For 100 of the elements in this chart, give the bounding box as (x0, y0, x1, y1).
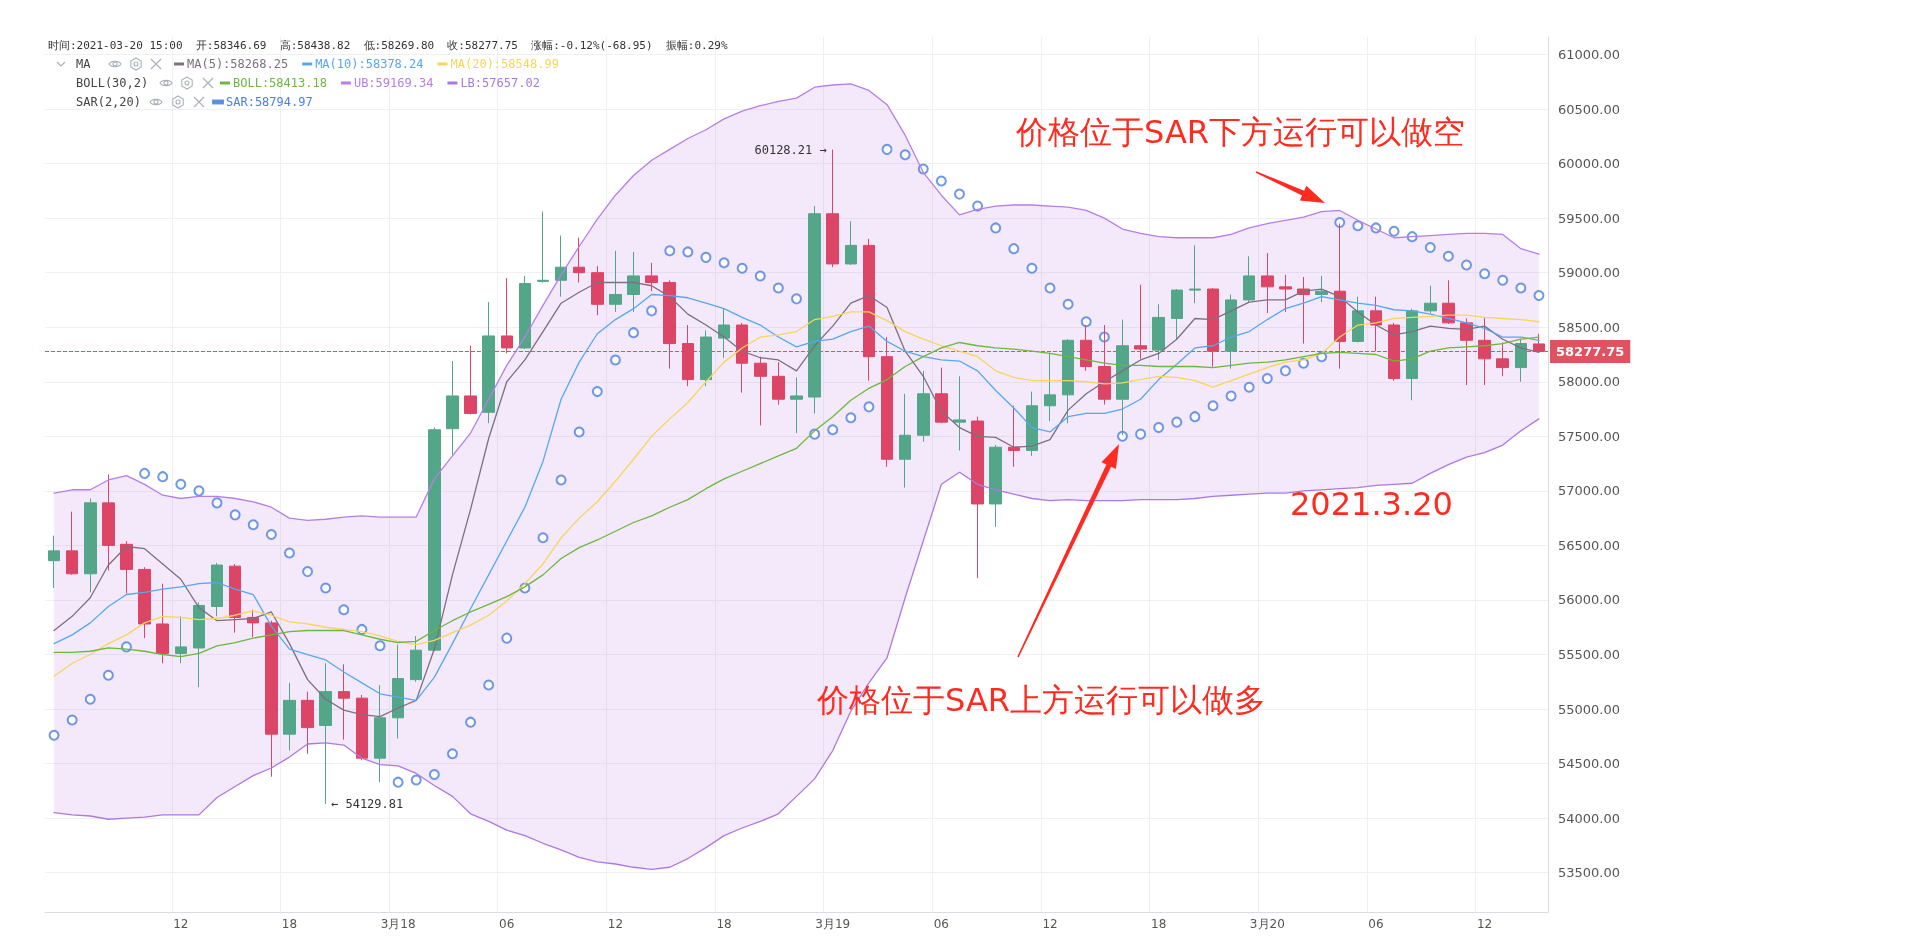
y-tick-label: 60000.00 (1558, 156, 1621, 172)
candlestick (1388, 322, 1400, 382)
candlestick (736, 322, 748, 394)
candlestick (1515, 338, 1527, 383)
candlestick (1243, 255, 1255, 303)
annotation: 60128.21 → (754, 142, 827, 157)
candlestick (863, 238, 875, 382)
candlestick (283, 682, 296, 752)
legend-label: MA(20):58548.99 (450, 57, 559, 71)
candlestick (718, 308, 730, 359)
annotation: 时间:2021-03-20 15:00 开:58346.69 高:58438.82 低:58269.80 收:58277.75 涨幅:-0.12%(-68.95) 振幅:0.29% (48, 39, 728, 52)
y-tick-label: 59500.00 (1558, 210, 1621, 226)
candlestick (1370, 296, 1382, 352)
candlestick (537, 211, 549, 283)
x-tick-label: 12 (607, 917, 624, 931)
x-tick-label: 06 (499, 917, 515, 931)
candlestick (156, 583, 169, 664)
candlestick (845, 220, 857, 266)
candlestick (573, 237, 585, 283)
candlestick (808, 205, 821, 414)
candlestick (989, 444, 1002, 528)
candlestick (374, 684, 386, 783)
candlestick (971, 416, 984, 579)
y-tick-label: 56500.00 (1558, 537, 1621, 553)
candlestick (1225, 293, 1237, 370)
candlestick (682, 324, 694, 387)
candlestick (138, 566, 151, 639)
candlestick (1134, 284, 1147, 360)
y-tick-label: 58000.00 (1558, 374, 1621, 390)
candlestick (754, 356, 767, 426)
candlestick (464, 345, 477, 415)
legend-label: LB:57657.02 (460, 76, 540, 90)
x-tick-label: 3月18 (380, 917, 416, 931)
y-tick-label: 55500.00 (1558, 647, 1621, 663)
x-tick-label: 12 (1042, 917, 1058, 931)
candlestick (1026, 391, 1038, 457)
y-tick-label: 57000.00 (1558, 483, 1621, 499)
candlestick (392, 644, 404, 740)
candlestick (501, 277, 513, 354)
annotation: ← 54129.81 (331, 797, 404, 811)
x-tick-label: 3月20 (1249, 917, 1285, 931)
legend-label: MA(5):58268.25 (187, 57, 289, 71)
candlestick (645, 262, 658, 292)
line-series (53, 418, 1540, 871)
y-tick-label: 53500.00 (1558, 865, 1621, 881)
candlestick (1496, 341, 1509, 377)
candlestick (519, 275, 531, 350)
candlestick (102, 474, 115, 572)
candlestick (175, 615, 187, 664)
ref-line-label: 58277.75 (1556, 343, 1625, 359)
y-tick-label: 57500.00 (1558, 428, 1621, 444)
annotation: 2021.3.20 (1290, 485, 1453, 523)
candlestick (446, 360, 459, 456)
candlestick (1352, 296, 1364, 343)
x-tick-label: 18 (716, 917, 732, 931)
legend-label: BOLL:58413.18 (233, 76, 327, 90)
candlestick (609, 250, 622, 313)
candlestick (66, 511, 78, 576)
annotation: 价格位于SAR上方运行可以做多 (816, 681, 1267, 719)
candlestick (428, 427, 441, 652)
x-tick-label: 12 (173, 917, 189, 931)
candlestick (627, 251, 640, 313)
candlestick (1062, 338, 1074, 424)
candlestick (1044, 352, 1056, 422)
candlestick (338, 663, 350, 741)
y-tick-label: 58500.00 (1558, 319, 1621, 335)
x-tick-label: 06 (1368, 917, 1384, 931)
candlestick (1189, 244, 1201, 304)
candlestick (120, 540, 133, 594)
candlestick (1406, 308, 1418, 401)
x-tick-label: 18 (281, 917, 298, 931)
candlestick (193, 601, 205, 688)
x-tick-label: 3月19 (815, 917, 851, 931)
candlestick (899, 393, 911, 489)
candlestick (1478, 316, 1491, 386)
candlestick (663, 279, 676, 370)
candlestick (1279, 274, 1292, 313)
candlestick (700, 329, 712, 387)
candlestick (319, 662, 332, 805)
candlestick (772, 361, 785, 406)
candlestick (84, 498, 97, 593)
x-tick-label: 06 (933, 917, 950, 931)
candlestick (1460, 317, 1473, 386)
y-tick-label: 60500.00 (1558, 101, 1621, 117)
annotation: BOLL(30,2) (76, 76, 149, 90)
annotation: MA (76, 57, 92, 71)
x-tick-label: 12 (1476, 917, 1493, 931)
candlestick (1008, 405, 1020, 468)
x-tick-label: 18 (1151, 917, 1167, 931)
candlestick (356, 694, 368, 761)
legend-label: UB:59169.34 (353, 76, 434, 90)
candlestick (1171, 288, 1183, 340)
candlestick (881, 336, 893, 468)
candlestick (301, 691, 314, 755)
candlestick (48, 535, 60, 589)
y-tick-label: 56000.00 (1558, 592, 1621, 608)
candlestick (935, 367, 948, 424)
candlestick (1207, 287, 1219, 367)
candlestick (482, 301, 495, 424)
candlestick (1261, 252, 1274, 314)
